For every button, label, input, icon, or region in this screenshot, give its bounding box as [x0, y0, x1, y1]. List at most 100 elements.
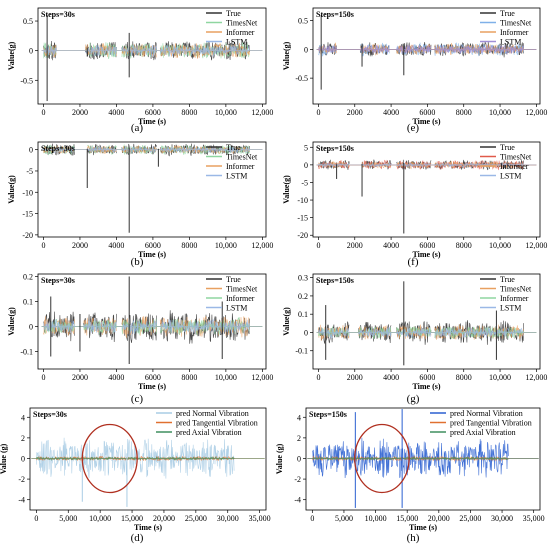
x-tick-label: 8000: [456, 373, 472, 382]
y-tick-label: 2: [21, 434, 25, 443]
x-tick-label: 6000: [419, 108, 435, 117]
y-tick-label: -0.1: [20, 348, 33, 357]
x-tick-label: 0: [316, 108, 320, 117]
x-tick-label: 30,000: [217, 514, 239, 523]
legend-label: Informer: [500, 294, 529, 303]
panel-a: 0 2000 4000 6000 8000 10,000 12,000 -0.5 0 0.5 Tim…: [7, 7, 273, 134]
x-tick-label: 2000: [72, 373, 88, 382]
legend-label: LSTM: [500, 38, 521, 47]
x-tick-label: 2000: [347, 373, 363, 382]
x-tick-label: 15,000: [121, 514, 143, 523]
panel-h: 0 5,000 10,000 15,000 20,000 25,000 30,000 35,0…: [275, 407, 545, 544]
x-tick-label: 8000: [456, 108, 472, 117]
legend-label: LSTM: [226, 304, 247, 313]
legend-label: pred Tangential Vibration: [450, 419, 532, 428]
y-tick-label: 0.5: [23, 17, 33, 26]
steps-label: Steps=150s: [316, 144, 354, 153]
legend-label: Informer: [226, 28, 255, 37]
x-axis-label: Time (s): [412, 250, 440, 259]
plot-area: [31, 437, 265, 507]
legend-label: TimesNet: [226, 19, 258, 28]
series-line-timesnet: [316, 159, 537, 171]
y-tick-label: -20: [297, 231, 308, 240]
series-line-lstm: [316, 162, 537, 168]
y-tick-label: 0.1: [298, 310, 308, 319]
y-tick-label: 0: [29, 47, 33, 56]
series-line-informer: [316, 160, 537, 170]
legend-label: TimesNet: [226, 285, 258, 294]
y-tick-label: -20: [22, 231, 33, 240]
y-tick-label: -5: [26, 167, 33, 176]
x-tick-label: 4000: [383, 241, 399, 250]
x-tick-label: 20,000: [153, 514, 175, 523]
x-axis-label: Time (s): [134, 523, 162, 532]
y-axis-label: Value(g): [7, 307, 16, 336]
x-tick-label: 10,000: [489, 108, 511, 117]
x-tick-label: 0: [310, 514, 314, 523]
y-tick-label: -10: [297, 196, 308, 205]
y-axis-label: Value(g): [282, 307, 291, 336]
plot-area: [41, 15, 263, 102]
legend-label: LSTM: [226, 172, 247, 181]
steps-label: Steps=30s: [41, 144, 75, 153]
x-tick-label: 35,000: [523, 514, 545, 523]
legend-label: TimesNet: [500, 153, 532, 162]
x-tick-label: 4000: [108, 241, 124, 250]
x-tick-label: 0: [34, 514, 38, 523]
steps-label: Steps=150s: [309, 410, 347, 419]
series-line-lstm: [41, 317, 263, 334]
panel-f: 0 2000 4000 6000 8000 10,000 12,000 5 0 -5 -10 -15 -…: [282, 141, 547, 268]
plot-frame: [312, 7, 541, 105]
x-tick-label: 6000: [419, 241, 435, 250]
panel-caption: (f): [408, 256, 419, 268]
legend-label: True: [226, 275, 241, 284]
x-axis-label: Time (s): [412, 117, 440, 126]
y-tick-label: 2: [297, 434, 301, 443]
x-tick-label: 25,000: [459, 514, 481, 523]
x-tick-label: 6000: [145, 108, 161, 117]
x-axis-label: Time (s): [138, 117, 166, 126]
y-tick-label: 0: [304, 161, 308, 170]
y-tick-label: 0: [304, 328, 308, 337]
y-tick-label: -5: [301, 178, 308, 187]
legend-label: pred Tangential Vibration: [176, 419, 258, 428]
y-tick-label: 0.2: [298, 292, 308, 301]
steps-label: Steps=30s: [33, 410, 67, 419]
series-line-pred-axial-vibration: [307, 455, 539, 461]
panel-caption: (h): [407, 532, 420, 544]
panel-g: 0 2000 4000 6000 8000 10,000 12,000 0.3 0.2 0.1 0 -…: [282, 273, 547, 405]
x-tick-label: 10,000: [89, 514, 111, 523]
series-line-informer: [41, 145, 263, 155]
y-tick-label: -0.5: [20, 76, 33, 85]
x-tick-label: 12,000: [525, 241, 547, 250]
x-tick-label: 15,000: [396, 514, 418, 523]
x-tick-label: 12,000: [251, 373, 273, 382]
legend-label: Informer: [226, 162, 255, 171]
panel-d: 0 5,000 10,000 15,000 20,000 25,000 30,000 35,0…: [0, 407, 271, 544]
x-tick-label: 35,000: [249, 514, 271, 523]
plot-frame: [37, 7, 267, 105]
legend-label: Informer: [500, 162, 529, 171]
plot-frame: [312, 141, 541, 238]
highlight-ellipse: [81, 423, 138, 494]
plot-frame: [37, 141, 267, 238]
panel-e: 0 2000 4000 6000 8000 10,000 12,000 -0.5 0 0.5 Tim…: [282, 7, 547, 134]
series-line-lstm: [41, 44, 263, 58]
x-tick-label: 10,000: [215, 373, 237, 382]
panel-c: 0 2000 4000 6000 8000 10,000 12,000 0.2 0.1 0 -0.1…: [7, 273, 273, 406]
x-tick-label: 5,000: [59, 514, 77, 523]
legend-label: pred Axial Vibration: [450, 428, 516, 437]
steps-label: Steps=30s: [41, 10, 75, 19]
x-tick-label: 10,000: [489, 241, 511, 250]
y-tick-label: 0: [21, 454, 25, 463]
legend-label: TimesNet: [500, 285, 532, 294]
y-tick-label: 0.1: [23, 298, 33, 307]
x-tick-label: 20,000: [428, 514, 450, 523]
y-axis-label: Value(g): [7, 175, 16, 204]
x-tick-label: 0: [316, 241, 320, 250]
x-tick-label: 10,000: [215, 241, 237, 250]
x-tick-label: 8000: [181, 241, 197, 250]
x-tick-label: 4000: [383, 108, 399, 117]
y-axis-label: Value(g): [282, 175, 291, 204]
